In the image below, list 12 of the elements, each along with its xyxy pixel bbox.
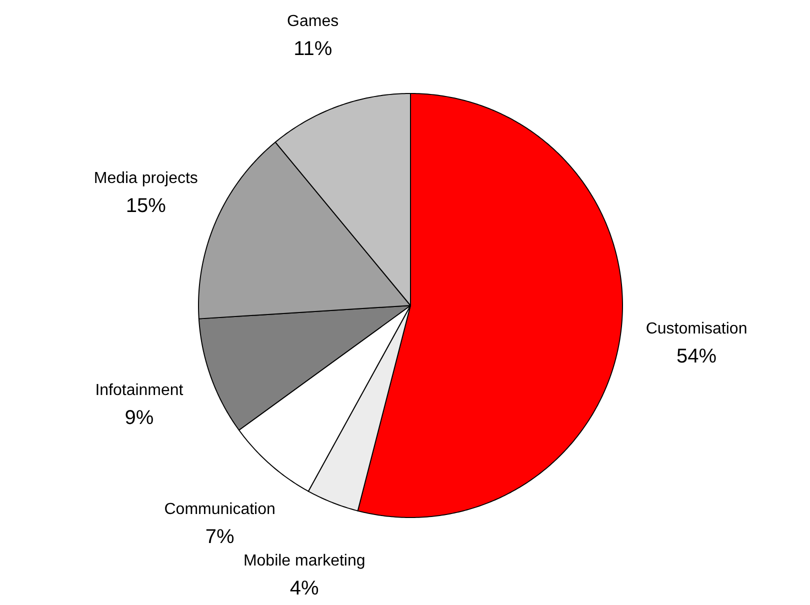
data-label: 4%: [290, 578, 320, 600]
data-label: 54%: [676, 346, 717, 368]
slice-label: Media projects: [94, 170, 198, 187]
slice-label: Customisation: [646, 320, 748, 338]
slice-label: Infotainment: [95, 382, 184, 400]
data-label: 11%: [294, 38, 332, 60]
slice-label: Games: [287, 13, 339, 30]
data-label: 9%: [124, 407, 154, 430]
data-label: 15%: [126, 194, 166, 217]
slice-label: Communication: [164, 500, 276, 518]
slice-label: Mobile marketing: [243, 552, 366, 570]
data-label: 7%: [205, 526, 234, 548]
